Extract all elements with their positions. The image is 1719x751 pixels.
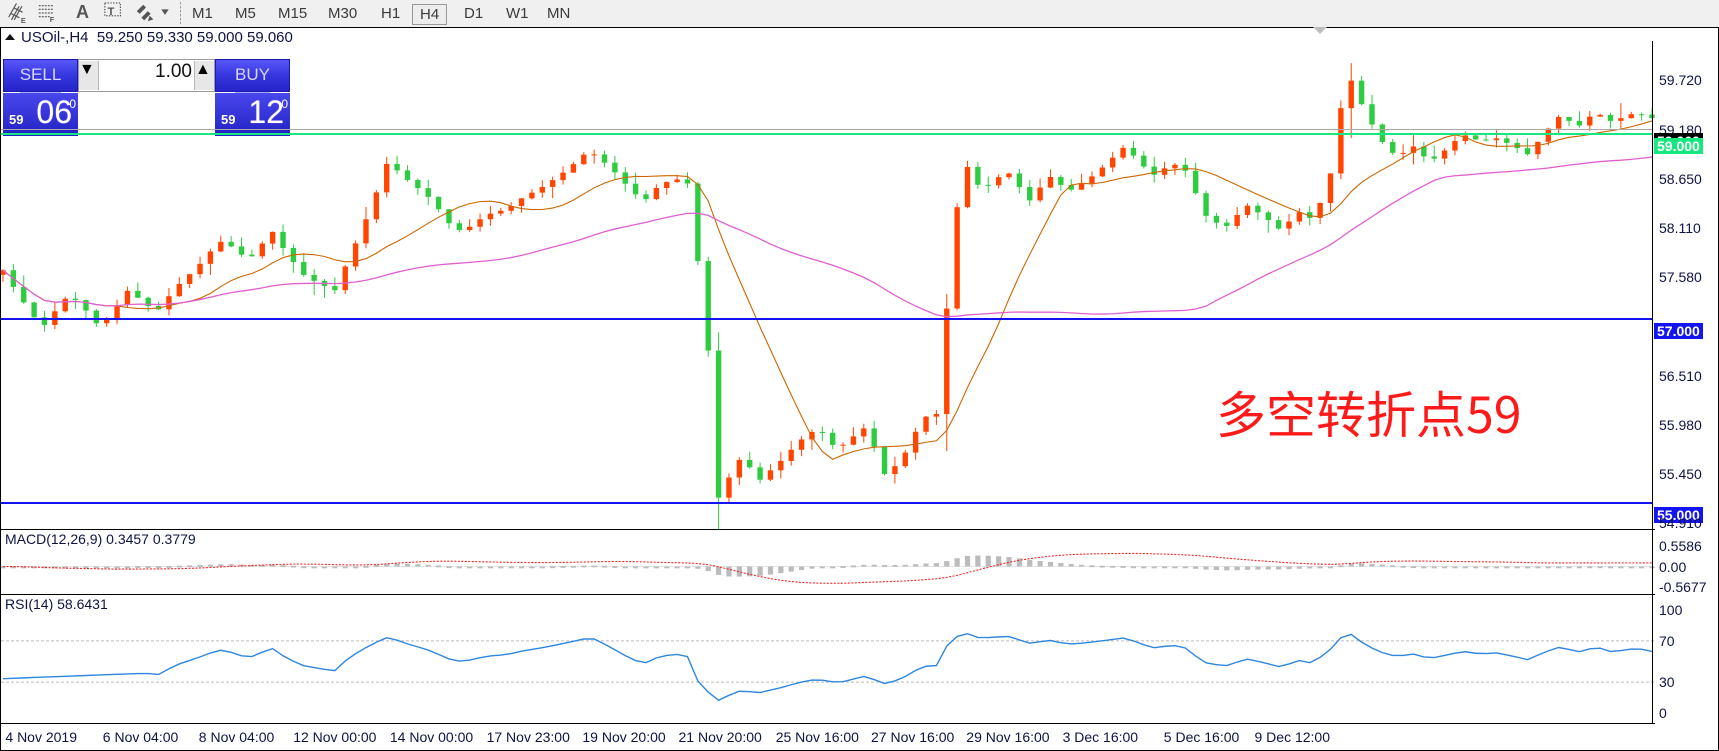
svg-text:T: T <box>108 6 115 18</box>
svg-text:F: F <box>50 15 55 24</box>
svg-text:E: E <box>21 16 26 24</box>
